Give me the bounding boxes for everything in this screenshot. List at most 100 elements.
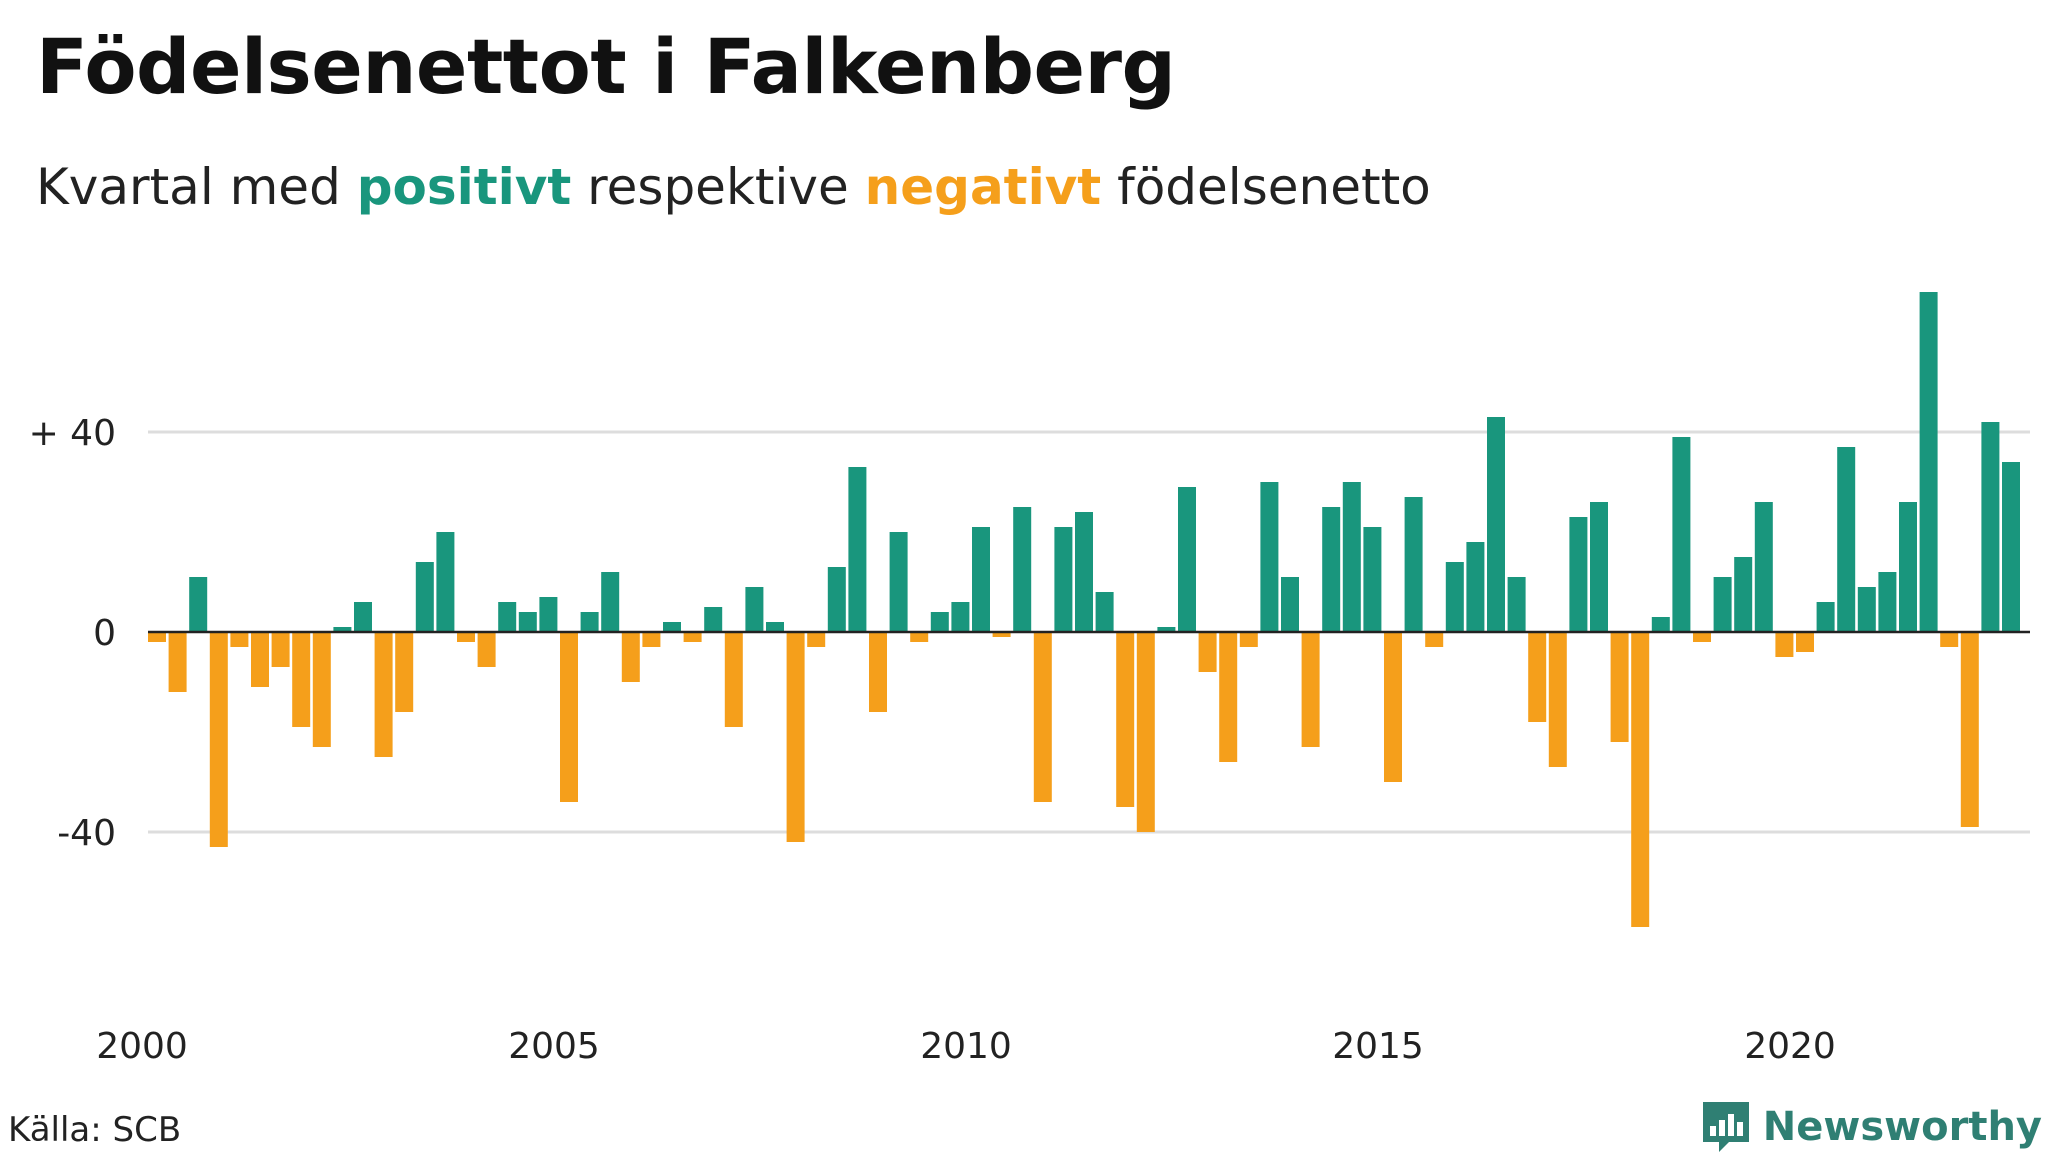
- bar-negative: [1940, 632, 1959, 647]
- bar-negative: [477, 632, 496, 667]
- bar-negative: [1198, 632, 1217, 672]
- bar-negative: [1528, 632, 1547, 722]
- bar-negative: [1301, 632, 1320, 747]
- y-tick-label: + 40: [29, 413, 116, 454]
- bar-negative: [807, 632, 826, 647]
- bar-positive: [1919, 292, 1938, 632]
- bar-positive: [1054, 527, 1073, 632]
- bar-positive: [415, 562, 434, 632]
- bar-negative: [1796, 632, 1814, 652]
- bar-negative: [642, 632, 661, 647]
- bar-positive: [1322, 507, 1341, 632]
- bar-negative: [560, 632, 578, 802]
- bar-negative: [457, 632, 475, 642]
- bar-negative: [1136, 632, 1155, 832]
- bar-positive: [498, 602, 517, 632]
- bar-positive: [1487, 417, 1505, 632]
- bar-negative: [168, 632, 187, 692]
- bar-negative: [374, 632, 393, 757]
- bar-negative: [724, 632, 743, 727]
- bar-chart: + 40 0 -40 2000 2005 2010 2015 2020: [29, 292, 2030, 1067]
- subtitle-text-end: födelsenetto: [1101, 158, 1431, 216]
- subtitle-text-start: Kvartal med: [36, 158, 357, 216]
- bar-positive: [1837, 447, 1856, 632]
- bar-positive: [1713, 577, 1732, 632]
- bar-negative: [1548, 632, 1567, 767]
- bar-positive: [1363, 527, 1382, 632]
- bar-positive: [1754, 502, 1773, 632]
- y-tick-label: -40: [57, 813, 116, 854]
- bar-positive: [704, 607, 723, 632]
- bar-negative: [1384, 632, 1402, 782]
- bar-positive: [1095, 592, 1114, 632]
- brand-logo: Newsworthy: [1699, 1098, 2042, 1156]
- bar-negative: [1775, 632, 1794, 657]
- bar-positive: [889, 532, 908, 632]
- bar-positive: [1075, 512, 1093, 632]
- bar-negative: [869, 632, 887, 712]
- bar-negative: [992, 632, 1011, 637]
- subtitle-text-middle: respektive: [571, 158, 865, 216]
- bar-positive: [354, 602, 372, 632]
- bar-positive: [951, 602, 970, 632]
- bar-positive: [766, 622, 784, 632]
- bar-positive: [1178, 487, 1196, 632]
- bar-positive: [827, 567, 846, 632]
- subtitle-negative-word: negativt: [864, 158, 1102, 216]
- bar-positive: [1466, 542, 1485, 632]
- brand-name: Newsworthy: [1762, 1104, 2042, 1150]
- bar-negative: [230, 632, 249, 647]
- bar-positive: [333, 627, 352, 632]
- source-note: Källa: SCB: [8, 1110, 182, 1150]
- bar-negative: [1631, 632, 1650, 927]
- y-tick-label: 0: [93, 613, 116, 654]
- bar-negative: [312, 632, 331, 747]
- subtitle-positive-word: positivt: [356, 158, 572, 216]
- bars: [148, 292, 2020, 927]
- bar-positive: [1404, 497, 1423, 632]
- bar-positive: [745, 587, 764, 632]
- bar-negative: [1219, 632, 1238, 762]
- bar-positive: [1981, 422, 2000, 632]
- grid-lines: [148, 430, 2030, 834]
- bar-positive: [518, 612, 537, 632]
- bar-negative: [1033, 632, 1052, 802]
- bar-negative: [1693, 632, 1711, 642]
- bar-positive: [1651, 617, 1670, 632]
- bar-negative: [1425, 632, 1444, 647]
- bar-negative: [395, 632, 414, 712]
- bar-positive: [2002, 462, 2020, 632]
- x-tick-label: 2015: [1332, 1026, 1424, 1067]
- bar-negative: [292, 632, 311, 727]
- x-tick-label: 2020: [1744, 1026, 1836, 1067]
- chart-subtitle: Kvartal med positivt respektive negativt…: [36, 158, 1431, 216]
- bar-negative: [209, 632, 228, 847]
- y-axis-ticks: + 40 0 -40: [29, 413, 116, 854]
- bar-positive: [848, 467, 867, 632]
- bar-negative: [271, 632, 290, 667]
- bar-positive: [1734, 557, 1753, 632]
- x-axis-ticks: 2000 2005 2010 2015 2020: [96, 1026, 1836, 1067]
- bar-positive: [1342, 482, 1361, 632]
- bar-negative: [1610, 632, 1629, 742]
- bar-positive: [1569, 517, 1588, 632]
- bar-positive: [1157, 627, 1176, 632]
- bar-negative: [1960, 632, 1979, 827]
- bar-positive: [189, 577, 208, 632]
- bar-positive: [663, 622, 681, 632]
- bar-positive: [1013, 507, 1032, 632]
- bar-positive: [1857, 587, 1876, 632]
- bar-positive: [436, 532, 455, 632]
- bar-negative: [621, 632, 640, 682]
- bar-positive: [1445, 562, 1464, 632]
- bar-positive: [1899, 502, 1917, 632]
- bar-positive: [1878, 572, 1897, 632]
- bar-negative: [251, 632, 269, 687]
- x-tick-label: 2005: [508, 1026, 600, 1067]
- bar-negative: [1239, 632, 1258, 647]
- x-tick-label: 2010: [920, 1026, 1012, 1067]
- bar-positive: [1672, 437, 1691, 632]
- bar-positive: [1281, 577, 1299, 632]
- bar-positive: [972, 527, 990, 632]
- bar-negative: [786, 632, 805, 842]
